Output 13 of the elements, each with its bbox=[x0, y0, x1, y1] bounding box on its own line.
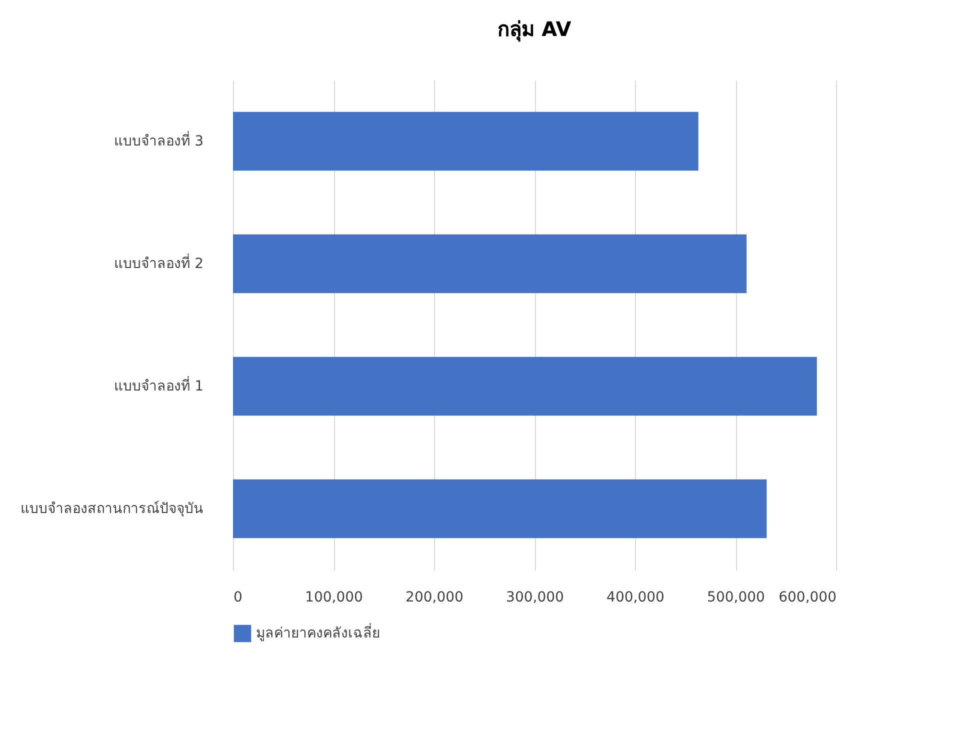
y-tick-label: แบบจำลองที่ 3 bbox=[114, 131, 204, 150]
legend-label: มูลค่ายาคงคลังเฉลี่ย bbox=[256, 624, 380, 642]
x-tick-label: 100,000 bbox=[305, 590, 363, 606]
x-tick-label: 0 bbox=[234, 590, 242, 606]
x-tick-label: 400,000 bbox=[606, 590, 664, 606]
x-tick-label: 600,000 bbox=[778, 590, 836, 606]
chart-title: กลุ่ม AV bbox=[498, 17, 572, 42]
x-tick-label: 300,000 bbox=[506, 590, 564, 606]
y-tick-label: แบบจำลองที่ 2 bbox=[114, 254, 204, 272]
y-tick-label: แบบจำลองสถานการณ์ปัจจุบัน bbox=[20, 500, 204, 517]
x-tick-label: 500,000 bbox=[707, 590, 765, 606]
x-tick-label: 200,000 bbox=[406, 590, 464, 606]
y-tick-label: แบบจำลองที่ 1 bbox=[114, 376, 204, 394]
